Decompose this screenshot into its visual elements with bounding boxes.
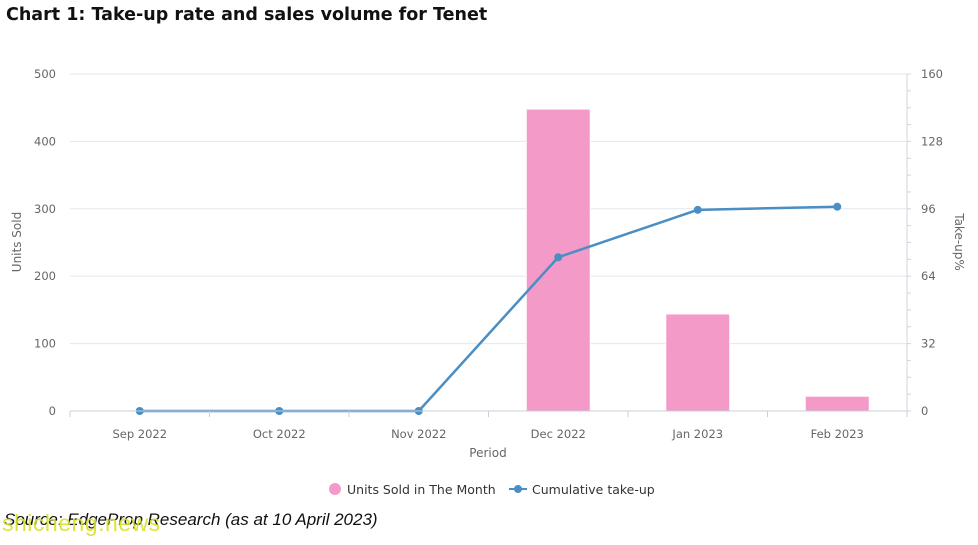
x-tick-label: Dec 2022: [531, 427, 586, 441]
line-point: [833, 202, 842, 211]
legend-bar-marker: [329, 483, 341, 495]
bar: [665, 313, 731, 412]
y-left-tick-label: 400: [34, 134, 56, 148]
watermark: shicheng.news: [2, 510, 161, 536]
source-note: Source: EdgeProp Research (as at 10 Apri…: [4, 510, 378, 529]
x-tick-label: Jan 2023: [671, 427, 723, 441]
x-tick-label: Sep 2022: [112, 427, 167, 441]
y-axis-right: 0 32 64 96 128 160: [906, 67, 943, 418]
bar-series: [525, 108, 870, 412]
x-axis-title: Period: [469, 446, 506, 460]
y-left-tick-label: 100: [34, 337, 56, 351]
y-right-tick-label: 32: [921, 337, 936, 351]
legend-bar-label[interactable]: Units Sold in The Month: [347, 482, 496, 497]
y-right-tick-label: 96: [921, 202, 936, 216]
y-right-tick-label: 160: [921, 67, 943, 81]
legend-line-marker-dot: [514, 485, 522, 493]
legend-line-label[interactable]: Cumulative take-up: [532, 482, 655, 497]
line-point: [693, 205, 702, 214]
line-point: [554, 253, 563, 262]
y-right-tick-label: 64: [921, 269, 936, 283]
y-right-tick-label: 128: [921, 134, 943, 148]
series-line: [139, 205, 838, 413]
x-tick-label: Nov 2022: [391, 427, 446, 441]
page-title: Chart 1: Take-up rate and sales volume f…: [6, 5, 488, 25]
y-left-tick-label: 300: [34, 202, 56, 216]
y-axis-right-title: Take-up%: [952, 212, 966, 271]
y-right-tick-label: 0: [921, 404, 928, 418]
x-tick-label: Oct 2022: [253, 427, 306, 441]
legend: Units Sold in The Month Cumulative take-…: [329, 482, 655, 497]
line-series: [135, 202, 842, 415]
y-left-tick-label: 500: [34, 67, 56, 81]
x-axis: Sep 2022 Oct 2022 Nov 2022 Dec 2022 Jan 2023…: [69, 410, 908, 441]
x-tick-label: Feb 2023: [811, 427, 864, 441]
y-axis-left-title: Units Sold: [10, 212, 24, 272]
y-left-tick-label: 200: [34, 269, 56, 283]
y-axis-left: 0 100 200 300 400 500: [34, 67, 56, 418]
y-left-tick-label: 0: [49, 404, 56, 418]
bar: [804, 395, 870, 412]
